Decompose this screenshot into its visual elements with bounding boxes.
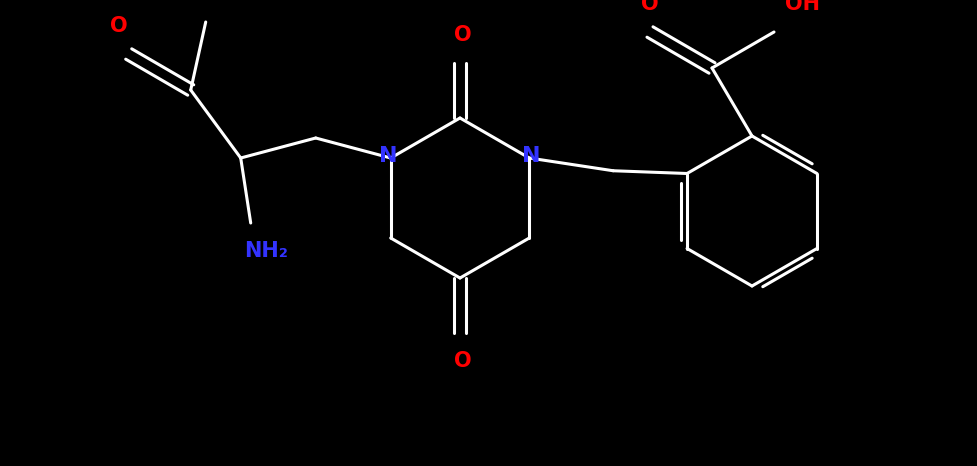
Text: N: N [379,146,398,166]
Text: O: O [641,0,658,14]
Text: HO: HO [158,0,193,4]
Text: O: O [109,16,127,36]
Text: O: O [453,25,471,45]
Text: OH: OH [784,0,819,14]
Text: N: N [522,146,540,166]
Text: O: O [453,351,471,371]
Text: NH₂: NH₂ [243,241,287,261]
